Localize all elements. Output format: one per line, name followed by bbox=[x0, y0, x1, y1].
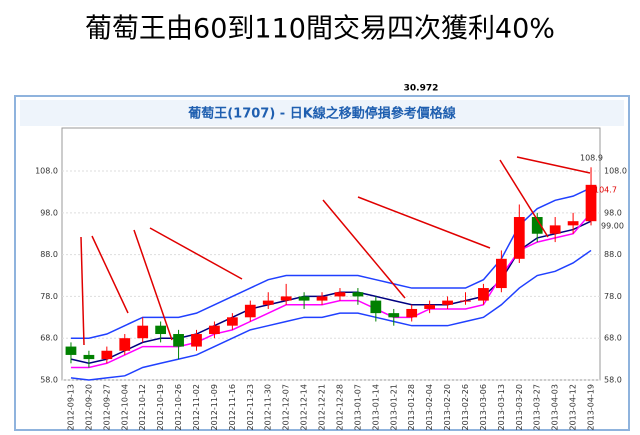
candle-body bbox=[442, 300, 453, 305]
candle-body bbox=[209, 325, 220, 335]
candle-body bbox=[513, 217, 525, 259]
x-tick-label: 2012-11-30 bbox=[264, 384, 273, 431]
y2-tick-label: 108.0 bbox=[604, 167, 627, 176]
candle-body bbox=[549, 225, 561, 234]
x-tick-label: 2013-03-27 bbox=[533, 384, 542, 431]
x-tick-label: 2012-12-14 bbox=[300, 384, 309, 431]
candle-body bbox=[352, 292, 364, 297]
y2-tick-label: 78.0 bbox=[604, 292, 622, 301]
y-tick-label: 68.0 bbox=[40, 334, 58, 343]
candle-body bbox=[316, 296, 328, 301]
candle-body bbox=[65, 346, 77, 355]
x-tick-label: 2012-09-13 bbox=[66, 384, 75, 431]
y-tick-label: 88.0 bbox=[40, 250, 58, 259]
x-tick-label: 2013-01-21 bbox=[389, 384, 398, 431]
x-tick-label: 2012-11-23 bbox=[246, 384, 255, 431]
indicator-line bbox=[70, 187, 592, 339]
candle-body bbox=[388, 313, 400, 318]
x-tick-label: 2012-12-21 bbox=[318, 384, 327, 431]
y2-tick-label: 68.0 bbox=[604, 334, 622, 343]
y-tick-label: 78.0 bbox=[40, 292, 58, 301]
annotation-line bbox=[516, 156, 591, 174]
candle-body bbox=[119, 338, 131, 351]
x-tick-label: 2012-10-19 bbox=[156, 384, 165, 431]
candle-body bbox=[101, 350, 113, 360]
annotation-line bbox=[80, 236, 85, 346]
candle-body bbox=[191, 334, 202, 347]
candle-body bbox=[280, 296, 292, 301]
annotation-line bbox=[133, 229, 173, 341]
plot: 58.0 58.0 68.0 68.0 78.0 78.0 88.0 88.0 98.0 98.0… bbox=[35, 167, 627, 431]
x-tick-label: 2013-01-07 bbox=[353, 384, 362, 431]
x-tick-label: 2012-09-27 bbox=[102, 384, 111, 431]
x-tick-label: 2013-01-14 bbox=[371, 384, 380, 431]
x-tick-label: 2012-12-07 bbox=[282, 384, 291, 431]
candle-body bbox=[585, 184, 597, 222]
x-tick-label: 2013-03-20 bbox=[515, 384, 524, 431]
candle-body bbox=[406, 308, 418, 318]
annotation-line bbox=[91, 235, 129, 314]
candle-body bbox=[137, 325, 149, 339]
chart-title: 葡萄王(1707) - 日K線之移動停損參考價格線 bbox=[187, 106, 457, 122]
annotation: 108.9 bbox=[580, 154, 603, 163]
y-tick-label: 98.0 bbox=[40, 208, 58, 217]
annotation-line bbox=[357, 196, 491, 249]
x-tick-label: 2013-03-13 bbox=[497, 384, 506, 431]
candle-body bbox=[334, 292, 346, 297]
x-tick-label: 2013-04-19 bbox=[587, 384, 596, 431]
x-tick-label: 2013-04-03 bbox=[551, 384, 560, 431]
x-tick-label: 2012-12-28 bbox=[335, 384, 344, 431]
annotation-line bbox=[149, 227, 243, 280]
candle-body bbox=[173, 334, 184, 347]
candle-body bbox=[244, 304, 256, 318]
y-tick-label: 108.0 bbox=[35, 167, 58, 176]
annotation-line bbox=[499, 159, 549, 238]
annotation-line bbox=[322, 199, 406, 299]
x-tick-label: 2012-11-16 bbox=[228, 384, 237, 431]
title-bar bbox=[20, 100, 624, 126]
x-tick-label: 2013-01-28 bbox=[407, 384, 416, 431]
page-title: 葡萄王由60到110間交易四次獲利40% bbox=[85, 14, 555, 45]
candle-body bbox=[567, 221, 579, 226]
x-tick-label: 2013-02-04 bbox=[425, 384, 434, 431]
x-tick-label: 2012-10-26 bbox=[174, 384, 183, 431]
candle-body bbox=[424, 304, 436, 309]
candle-body bbox=[460, 300, 471, 302]
candle-body bbox=[531, 217, 543, 234]
x-tick-label: 2012-10-12 bbox=[138, 384, 147, 431]
x-tick-label: 2013-02-20 bbox=[443, 384, 452, 431]
candle-body bbox=[155, 325, 167, 335]
x-tick-label: 2013-04-12 bbox=[569, 384, 578, 431]
x-tick-label: 2012-09-20 bbox=[84, 384, 93, 431]
annotation: 99.00 bbox=[601, 222, 624, 231]
candle-body bbox=[478, 288, 489, 301]
candle-body bbox=[83, 354, 95, 360]
x-tick-label: 2013-02-26 bbox=[461, 384, 470, 431]
y-tick-label: 58.0 bbox=[40, 376, 58, 385]
x-tick-label: 2012-10-04 bbox=[120, 384, 129, 431]
y2-tick-label: 88.0 bbox=[604, 250, 622, 259]
x-tick-label: 2012-11-02 bbox=[192, 384, 201, 431]
x-tick-label: 2012-11-09 bbox=[210, 384, 219, 431]
indicator-line bbox=[70, 249, 592, 381]
annotation: 104.7 bbox=[594, 186, 617, 195]
candle-body bbox=[226, 317, 238, 326]
candle-body bbox=[262, 300, 274, 305]
y2-tick-label: 58.0 bbox=[604, 376, 622, 385]
y2-tick-label: 98.0 bbox=[604, 208, 622, 217]
candle-body bbox=[370, 300, 382, 314]
annotation-lines bbox=[80, 156, 591, 346]
candle-body bbox=[298, 296, 310, 301]
x-tick-label: 2013-03-06 bbox=[479, 384, 488, 431]
candle-body bbox=[495, 258, 507, 289]
top-value: 30.972 bbox=[404, 84, 439, 94]
